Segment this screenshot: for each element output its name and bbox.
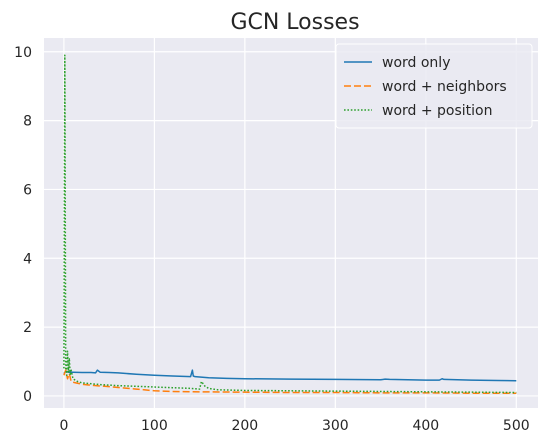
tick-labels: 0 100 200 300 400 500 0 2 4 6 8 10 — [14, 45, 529, 434]
legend-label-word-position: word + position — [382, 103, 493, 119]
chart-title: GCN Losses — [230, 10, 359, 35]
y-tick-label-0: 0 — [23, 389, 32, 405]
x-tick-label-1: 100 — [141, 418, 168, 434]
y-tick-label-4: 8 — [23, 114, 32, 130]
legend-label-word-neighbors: word + neighbors — [382, 79, 507, 95]
series-lines — [63, 54, 517, 394]
x-tick-label-5: 500 — [503, 418, 530, 434]
legend-label-word-only: word only — [382, 55, 450, 71]
series-line-word-only — [63, 369, 517, 382]
x-tick-label-0: 0 — [59, 418, 68, 434]
legend-frame — [335, 43, 533, 129]
series-line-word-neighbors — [63, 369, 517, 394]
legend: word only word + neighbors word + position — [335, 43, 533, 129]
y-tick-label-2: 4 — [23, 251, 32, 267]
y-tick-label-5: 10 — [14, 45, 32, 61]
y-tick-label-3: 6 — [23, 182, 32, 198]
x-tick-label-3: 300 — [322, 418, 349, 434]
x-tick-label-4: 400 — [412, 418, 439, 434]
series-line-word-position — [63, 54, 517, 394]
x-tick-label-2: 200 — [231, 418, 258, 434]
y-tick-label-1: 2 — [23, 320, 32, 336]
